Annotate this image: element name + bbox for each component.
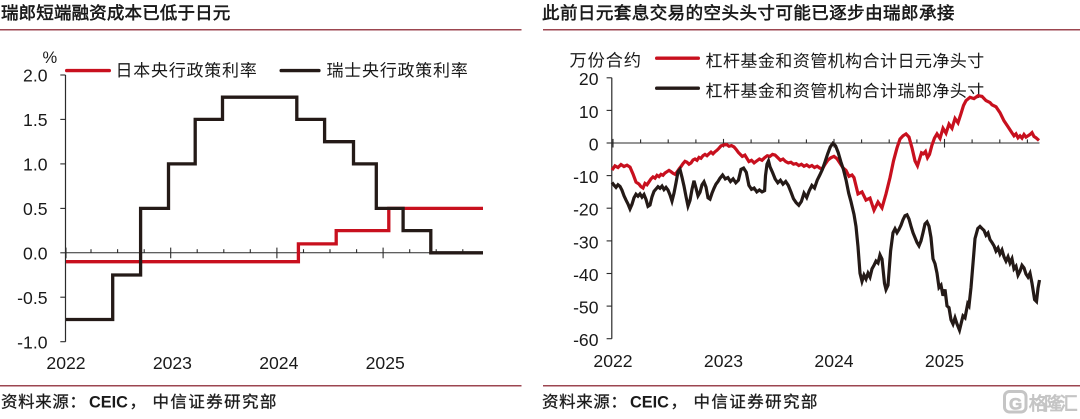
svg-text:2023: 2023 [704,351,743,371]
svg-text:1.5: 1.5 [23,110,48,130]
svg-text:1.0: 1.0 [23,155,48,175]
svg-text:-60: -60 [573,330,599,350]
svg-text:2022: 2022 [593,351,632,371]
svg-text:2.0: 2.0 [23,66,48,86]
svg-text:10: 10 [579,102,599,122]
svg-text:0: 0 [589,134,599,154]
svg-text:20: 20 [579,69,599,89]
svg-text:G: G [1009,395,1022,414]
svg-text:2025: 2025 [366,353,405,373]
svg-text:0.5: 0.5 [23,199,48,219]
svg-text:-20: -20 [573,200,599,220]
svg-text:CEIC: CEIC [89,394,128,412]
svg-text:-40: -40 [573,265,599,285]
svg-text:-1.0: -1.0 [17,332,48,352]
svg-text:2023: 2023 [153,353,192,373]
svg-text:2022: 2022 [46,353,85,373]
svg-text:-10: -10 [573,167,599,187]
svg-text:-30: -30 [573,232,599,252]
svg-text:-0.5: -0.5 [17,288,48,308]
svg-text:2025: 2025 [925,351,964,371]
svg-text:2024: 2024 [814,351,853,371]
svg-text:0.0: 0.0 [23,243,48,263]
svg-text:-50: -50 [573,298,599,318]
svg-text:%: % [43,49,58,67]
svg-text:CEIC: CEIC [630,394,669,412]
svg-text:2024: 2024 [259,353,298,373]
